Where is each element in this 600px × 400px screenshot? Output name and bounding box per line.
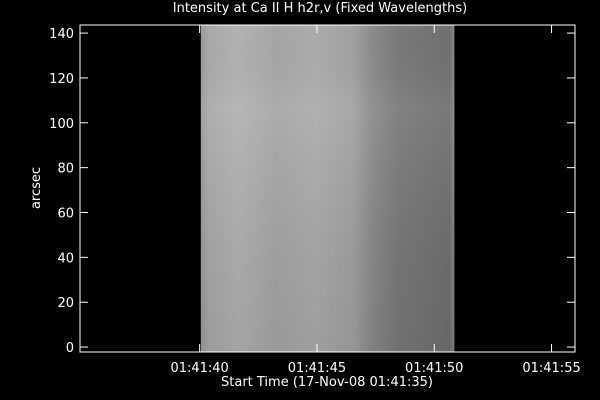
plot-area: [200, 25, 455, 352]
axes-frame: [79, 24, 576, 353]
y-tick-label: 140: [49, 27, 74, 42]
y-tick-label: 40: [57, 251, 74, 266]
x-tick-label: 01:41:50: [405, 361, 463, 376]
x-axis-label: Start Time (17-Nov-08 01:41:35): [221, 375, 433, 390]
y-tick-label: 100: [49, 117, 74, 132]
y-tick-label: 120: [49, 72, 74, 87]
y-tick-label: 80: [57, 162, 74, 177]
x-tick-label: 01:41:40: [170, 361, 228, 376]
x-tick-label: 01:41:55: [522, 361, 580, 376]
y-tick-label: 0: [66, 341, 74, 356]
y-axis-label: arcsec: [29, 167, 44, 209]
chart-title: Intensity at Ca II H h2r,v (Fixed Wavele…: [173, 1, 467, 16]
x-tick-label: 01:41:45: [288, 361, 346, 376]
intensity-shading: [200, 25, 455, 352]
y-tick-label: 60: [57, 206, 74, 221]
y-tick-label: 20: [57, 296, 74, 311]
